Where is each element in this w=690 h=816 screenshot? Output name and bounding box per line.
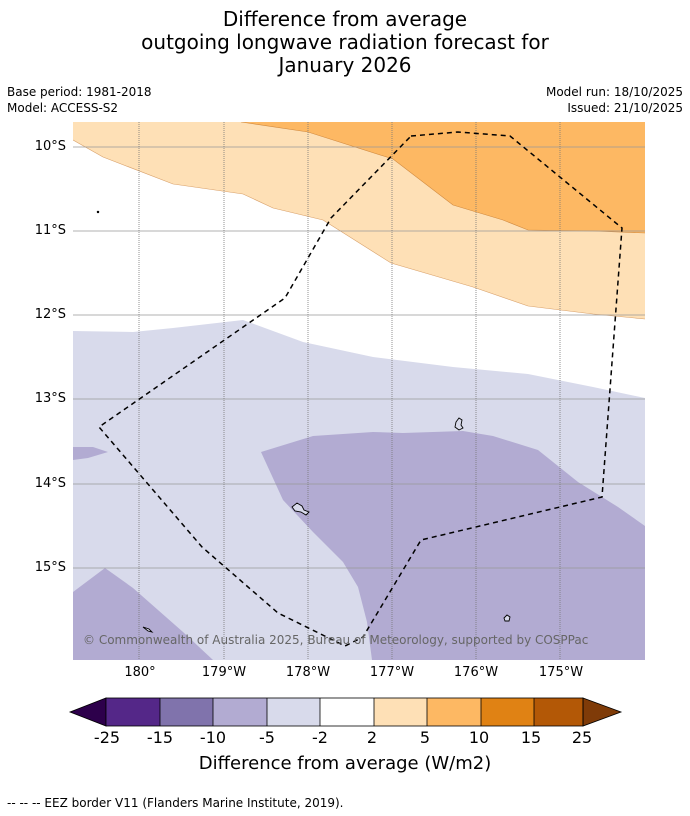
colorbar-segment (374, 698, 427, 726)
island-northwest (96, 210, 100, 214)
colorbar-tick: -25 (93, 728, 121, 747)
lat-label: 11°S (34, 223, 66, 238)
colorbar-outline (105, 697, 584, 727)
lon-label: 179°W (201, 665, 247, 680)
colorbar-segment (106, 698, 160, 726)
map-panel (73, 122, 645, 660)
lon-label: 177°W (369, 665, 415, 680)
island-east (454, 417, 464, 431)
copyright-notice: © Commonwealth of Australia 2025, Bureau… (83, 633, 589, 647)
colorbar-extend-high (582, 697, 623, 727)
meta-right: Model run: 18/10/2025 Issued: 21/10/2025 (546, 84, 683, 116)
region-neg-5-10-west (73, 447, 108, 460)
colorbar-segment (160, 698, 213, 726)
lon-label: 178°W (285, 665, 331, 680)
latitude-gridlines (73, 146, 645, 569)
chart-title: Difference from average outgoing longwav… (0, 8, 690, 77)
colorbar-extend-low (68, 697, 107, 727)
source-note: -- -- -- EEZ border V11 (Flanders Marine… (7, 796, 344, 810)
issued-date: Issued: 21/10/2025 (567, 101, 683, 115)
base-period: Base period: 1981-2018 (7, 85, 152, 99)
colorbar-segment (534, 698, 583, 726)
colorbar-segment (213, 698, 267, 726)
title-line-2: outgoing longwave radiation forecast for (141, 30, 549, 54)
lat-label: 10°S (34, 139, 66, 154)
meta-left: Base period: 1981-2018 Model: ACCESS-S2 (7, 84, 152, 116)
lat-label: 14°S (34, 476, 66, 491)
colorbar-dividers (159, 698, 535, 726)
colorbar (68, 697, 623, 727)
colorbar-tick: 25 (571, 728, 593, 747)
title-line-1: Difference from average (222, 7, 468, 31)
lon-label: 176°W (453, 665, 499, 680)
colorbar-tick: 10 (468, 728, 490, 747)
eez-border (97, 131, 623, 647)
island-central (291, 502, 310, 516)
lon-label: 175°W (538, 665, 584, 680)
colorbar-segment (481, 698, 534, 726)
colorbar-label: Difference from average (W/m2) (198, 753, 492, 774)
colorbar-tick: -10 (199, 728, 227, 747)
colorbar-tick: 5 (419, 728, 431, 747)
contour-line-2 (73, 139, 645, 320)
title-line-3: January 2026 (278, 53, 412, 77)
island-southeast (503, 614, 511, 622)
longitude-gridlines (138, 122, 561, 660)
map-svg (73, 122, 645, 660)
island-southwest (142, 626, 154, 633)
model-run: Model run: 18/10/2025 (545, 85, 683, 99)
colorbar-segment (320, 698, 374, 726)
colorbar-tick: -2 (312, 728, 328, 747)
model-name: Model: ACCESS-S2 (7, 101, 119, 115)
lat-label: 13°S (34, 391, 66, 406)
islands (96, 210, 511, 633)
colorbar-tick: -5 (259, 728, 275, 747)
lat-label: 15°S (34, 560, 66, 575)
colorbar-segment (427, 698, 481, 726)
colorbar-segment (267, 698, 320, 726)
region-neg-5-10-southwest (73, 568, 213, 660)
lon-label: 180° (124, 665, 156, 680)
colorbar-tick: 2 (366, 728, 378, 747)
colorbar-tick: 15 (520, 728, 542, 747)
lat-label: 12°S (34, 307, 66, 322)
colorbar-tick: -15 (146, 728, 174, 747)
region-neg-5-10-central (261, 431, 645, 660)
region-pos-5-10 (241, 122, 645, 233)
